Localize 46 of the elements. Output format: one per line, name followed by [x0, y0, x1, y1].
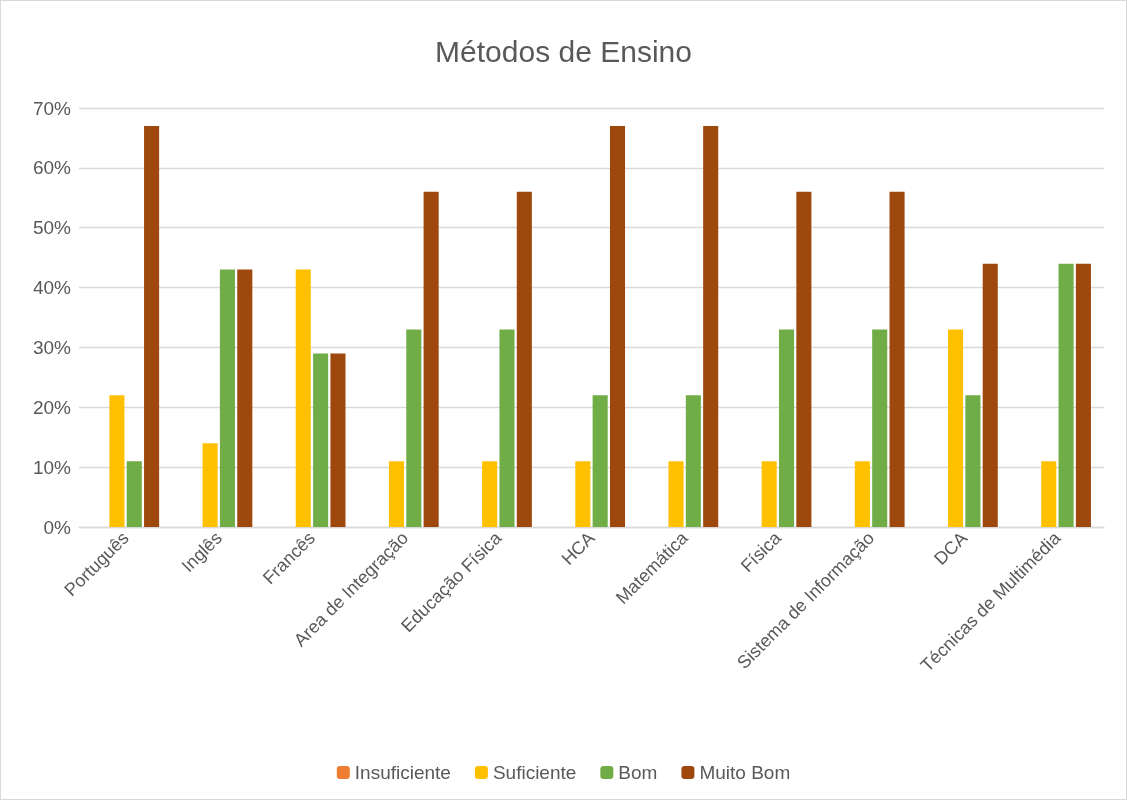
bar — [872, 329, 888, 527]
bar — [592, 395, 608, 527]
legend-label: Suficiente — [492, 762, 577, 783]
bar — [499, 329, 515, 527]
bar — [295, 269, 311, 527]
bar — [406, 329, 422, 527]
y-tick-label: 30% — [32, 336, 72, 358]
legend-label: Insuficiente — [354, 762, 451, 783]
bar — [1058, 263, 1074, 527]
bar — [685, 395, 701, 527]
bar — [761, 461, 777, 527]
y-tick-label: 70% — [32, 97, 72, 119]
bar — [982, 263, 998, 527]
bar — [1075, 263, 1091, 527]
bar — [1041, 461, 1057, 527]
y-tick-label: 60% — [32, 157, 72, 179]
y-tick-label: 50% — [32, 217, 72, 239]
bar — [423, 191, 439, 527]
bar — [948, 329, 964, 527]
bar — [126, 461, 142, 527]
bar — [889, 191, 905, 527]
legend-label: Bom — [618, 762, 658, 783]
bar — [796, 191, 812, 527]
bar — [482, 461, 498, 527]
bar — [965, 395, 981, 527]
bar — [219, 269, 235, 527]
legend-label: Muito Bom — [699, 762, 791, 783]
bar — [778, 329, 795, 527]
y-tick-label: 40% — [32, 277, 72, 299]
y-tick-label: 10% — [32, 456, 72, 478]
bar — [609, 125, 626, 527]
bar — [668, 461, 684, 527]
bar — [202, 443, 218, 527]
chart-title: Métodos de Ensino — [435, 34, 692, 68]
bar — [575, 461, 591, 527]
bar — [388, 461, 405, 527]
bar — [330, 353, 346, 527]
bar — [703, 125, 719, 527]
bar — [313, 353, 329, 527]
bar — [109, 395, 125, 527]
y-tick-label: 0% — [43, 516, 72, 538]
bar — [237, 269, 253, 527]
bar — [516, 191, 532, 527]
bar — [144, 125, 160, 527]
y-tick-label: 20% — [32, 396, 72, 418]
bar — [854, 461, 870, 527]
